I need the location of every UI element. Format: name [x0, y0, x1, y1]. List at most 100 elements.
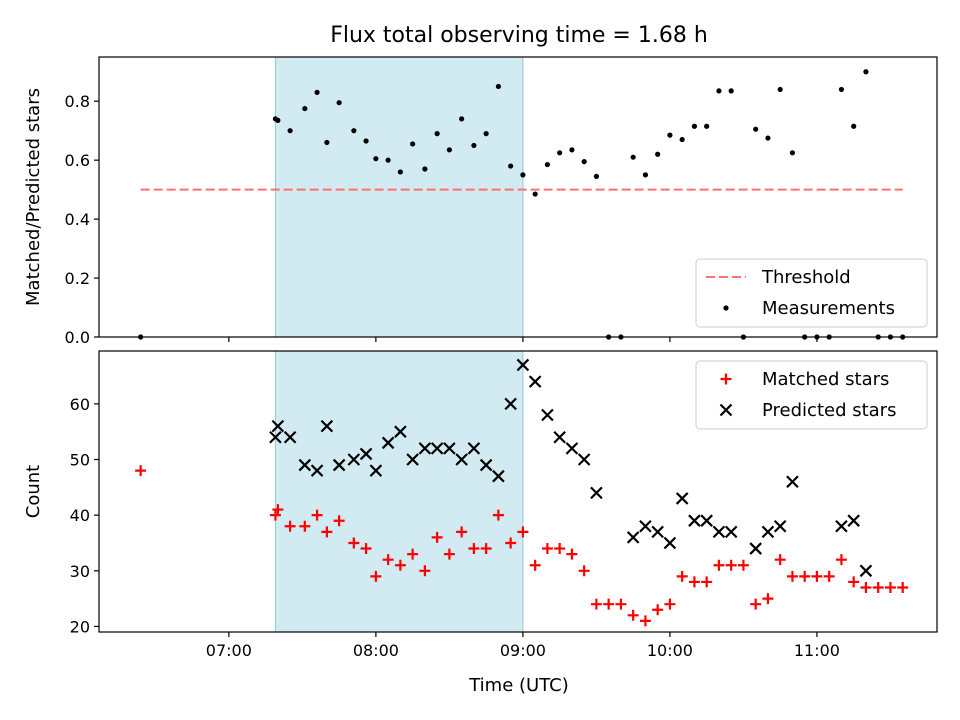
y-tick-label: 0.4 [65, 210, 90, 229]
matched-star-point [799, 570, 811, 582]
predicted-star-point [749, 542, 762, 555]
measurement-point [581, 159, 587, 165]
matched-star-point [725, 559, 737, 571]
panel-bottom: 20 30 40 50 60 07:00 08:00 09:00 10:00 11:00 Count… [23, 350, 938, 660]
measurement-point [753, 126, 759, 132]
matched-star-point [311, 509, 323, 521]
predicted-star-point [369, 464, 383, 477]
matched-star-point [786, 570, 798, 582]
legend-matched-stars: Matched stars [720, 369, 889, 390]
predicted-star-point [712, 525, 726, 539]
matched-star-point [774, 554, 786, 566]
legend-box [695, 258, 928, 328]
matched-star-point [468, 543, 480, 555]
matched-star-point [590, 598, 602, 610]
predicted-star-point [724, 525, 738, 539]
matched-star-point [860, 581, 872, 593]
measurement-point [324, 139, 330, 146]
matched-star-point [897, 581, 909, 593]
matched-star-point [603, 598, 615, 610]
y-axis-label: Matched/Predicted stars [23, 88, 44, 306]
axes-frame [98, 350, 938, 633]
matched-star-point [431, 531, 443, 543]
measurement-point [385, 157, 391, 163]
legend-label: Predicted stars [762, 400, 896, 421]
predicted-star-point [577, 453, 591, 466]
matched-star-point [639, 615, 651, 627]
predicted-star-point [700, 514, 713, 527]
predicted-star-point [528, 375, 542, 388]
measurement-point [691, 123, 698, 129]
matched-star-point [750, 598, 762, 610]
y-tick-label: 50 [70, 451, 90, 470]
measurement-point [483, 131, 489, 137]
measurement-point [789, 150, 796, 156]
predicted-star-point [541, 408, 554, 422]
measurement-point [520, 172, 526, 178]
predicted-star-point [455, 453, 468, 466]
matched-star-point [272, 504, 284, 516]
measurement-point [777, 86, 783, 93]
measurement-point [544, 161, 551, 168]
matched-star-point [627, 609, 639, 621]
measurement-point [765, 135, 771, 141]
predicted-star-point [271, 419, 285, 433]
measurement-point [351, 128, 357, 134]
x-tick-label: 07:00 [206, 641, 252, 660]
measurement-point [373, 156, 379, 162]
predicted-star-point [492, 469, 505, 483]
measurement-point [397, 169, 403, 175]
matched-star-point [517, 526, 529, 538]
matched-star-point [762, 593, 774, 605]
predicted-star-point [639, 519, 652, 533]
matched-star-point [407, 548, 419, 560]
legend-measurements: Measurements [723, 298, 895, 319]
x-tick-label: 09:00 [500, 641, 546, 660]
measurement-point [838, 86, 845, 93]
y-tick-label: 0.2 [65, 269, 90, 288]
legend-matched-swatch [720, 373, 732, 385]
axes-frame [98, 56, 938, 338]
measurement-point [851, 123, 857, 129]
predicted-star-point [688, 514, 701, 527]
measurement-point [655, 151, 661, 157]
x-tick-label: 10:00 [647, 641, 693, 660]
legend: Threshold Measurements [695, 258, 928, 328]
predicted-star-point [467, 442, 481, 455]
predicted-star-point [479, 458, 493, 472]
matched-star-point [492, 509, 504, 521]
legend-box [695, 360, 928, 430]
shaded-observing-interval [274, 56, 524, 338]
y-tick-label: 0.0 [65, 328, 90, 347]
legend-label: Measurements [762, 298, 895, 319]
matched-star-point [299, 520, 311, 532]
matched-star-point [872, 581, 884, 593]
measurement-point [716, 88, 722, 94]
x-tick-label: 11:00 [794, 641, 840, 660]
shaded-observing-interval [274, 350, 524, 633]
predicted-star-point [773, 519, 787, 533]
predicted-star-point [663, 536, 677, 550]
y-tick-label: 0.6 [65, 151, 90, 170]
measurement-point [630, 154, 636, 160]
matched-star-point [566, 548, 578, 560]
matched-star-point [713, 559, 725, 571]
measurement-point [471, 142, 477, 149]
predicted-star-point [626, 531, 640, 544]
measurement-point [302, 105, 308, 112]
predicted-star-point [406, 453, 419, 466]
predicted-star-point [516, 358, 530, 372]
predicted-star-point [269, 430, 282, 444]
matched-star-point [664, 598, 676, 610]
y-tick-label: 40 [70, 506, 90, 525]
predicted-star-point [283, 430, 297, 444]
matched-star-point [456, 526, 468, 538]
measurement-point [363, 138, 369, 144]
chart-title: Flux total observing time = 1.68 h [330, 23, 708, 48]
x-tick-label: 08:00 [353, 641, 399, 660]
matched-star-point [541, 543, 553, 555]
measurement-point [704, 123, 710, 129]
predicted-star-point [430, 442, 444, 455]
legend-threshold: Threshold [706, 267, 851, 288]
